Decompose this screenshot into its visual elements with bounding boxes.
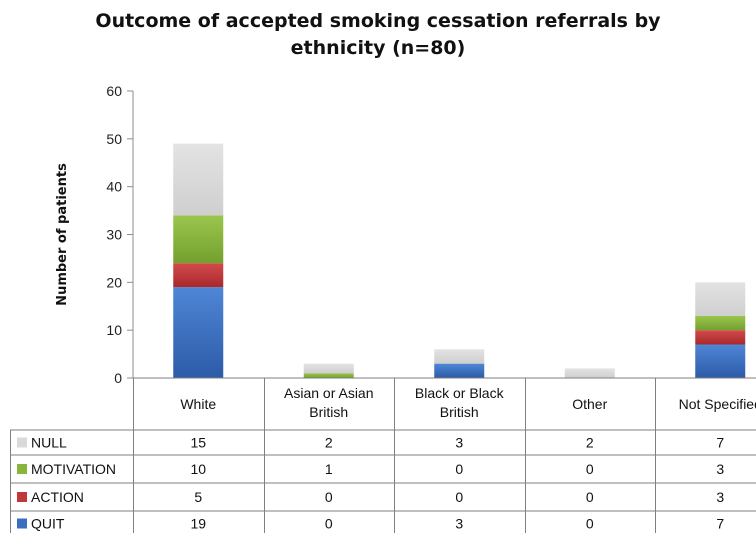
bar-quit-white — [173, 287, 224, 378]
table-cell-null: 15 — [190, 435, 206, 451]
table-cell-null: 2 — [586, 435, 594, 451]
legend-label-motivation: MOTIVATION — [31, 461, 116, 477]
table-cell-action: 5 — [194, 489, 202, 505]
x-category-label: Not Specified — [679, 396, 756, 412]
x-category-label: Asian or Asian — [284, 385, 374, 401]
bar-null-asian-or-asian-british — [303, 363, 354, 374]
bar-quit-black-or-black-british — [434, 363, 485, 378]
table-cell-quit: 3 — [455, 516, 463, 532]
x-category-label: White — [180, 396, 216, 412]
bar-quit-not-specified — [695, 344, 746, 378]
bar-null-white — [173, 143, 224, 216]
y-tick-label: 60 — [106, 83, 122, 99]
table-cell-motivation: 10 — [190, 461, 206, 477]
table-cell-null: 2 — [325, 435, 333, 451]
bar-motivation-white — [173, 215, 224, 264]
x-category-label: Other — [572, 396, 607, 412]
table-cell-action: 0 — [325, 489, 333, 505]
table-cell-motivation: 0 — [455, 461, 463, 477]
x-category-label: Black or Black — [415, 385, 505, 401]
table-cell-null: 7 — [716, 435, 724, 451]
y-tick-label: 10 — [106, 322, 122, 338]
table-cell-action: 0 — [455, 489, 463, 505]
bar-motivation-not-specified — [695, 315, 746, 331]
legend-key-action — [17, 492, 27, 502]
table-cell-quit: 19 — [190, 516, 206, 532]
bar-null-not-specified — [695, 282, 746, 316]
y-tick-label: 40 — [106, 179, 122, 195]
y-tick-label: 20 — [106, 274, 122, 290]
legend-key-motivation — [17, 464, 27, 474]
legend-label-null: NULL — [31, 435, 67, 451]
table-cell-motivation: 0 — [586, 461, 594, 477]
chart-title-line-2: ethnicity (n=80) — [290, 37, 466, 59]
table-cell-quit: 0 — [586, 516, 594, 532]
table-cell-action: 0 — [586, 489, 594, 505]
chart-title: Outcome of accepted smoking cessation re… — [0, 8, 756, 62]
chart-title-line-1: Outcome of accepted smoking cessation re… — [95, 10, 661, 32]
x-category-label: British — [309, 404, 348, 420]
table-cell-null: 3 — [455, 435, 463, 451]
y-tick-label: 30 — [106, 227, 122, 243]
table-cell-quit: 7 — [716, 516, 724, 532]
bar-null-other — [564, 368, 615, 378]
y-tick-label: 0 — [114, 370, 122, 386]
legend-key-null — [17, 437, 27, 448]
y-axis-title: Number of patients — [55, 163, 70, 306]
table-cell-quit: 0 — [325, 516, 333, 532]
bar-motivation-asian-or-asian-british — [303, 373, 354, 378]
table-cell-motivation: 3 — [716, 461, 724, 477]
bar-action-not-specified — [695, 330, 746, 345]
table-cell-motivation: 1 — [325, 461, 333, 477]
y-tick-label: 50 — [106, 131, 122, 147]
bar-action-white — [173, 263, 224, 288]
legend-key-quit — [17, 518, 27, 529]
x-category-label: British — [440, 404, 479, 420]
legend-label-quit: QUIT — [31, 516, 65, 532]
table-cell-action: 3 — [716, 489, 724, 505]
legend-label-action: ACTION — [31, 489, 84, 505]
bar-null-black-or-black-british — [434, 349, 485, 364]
